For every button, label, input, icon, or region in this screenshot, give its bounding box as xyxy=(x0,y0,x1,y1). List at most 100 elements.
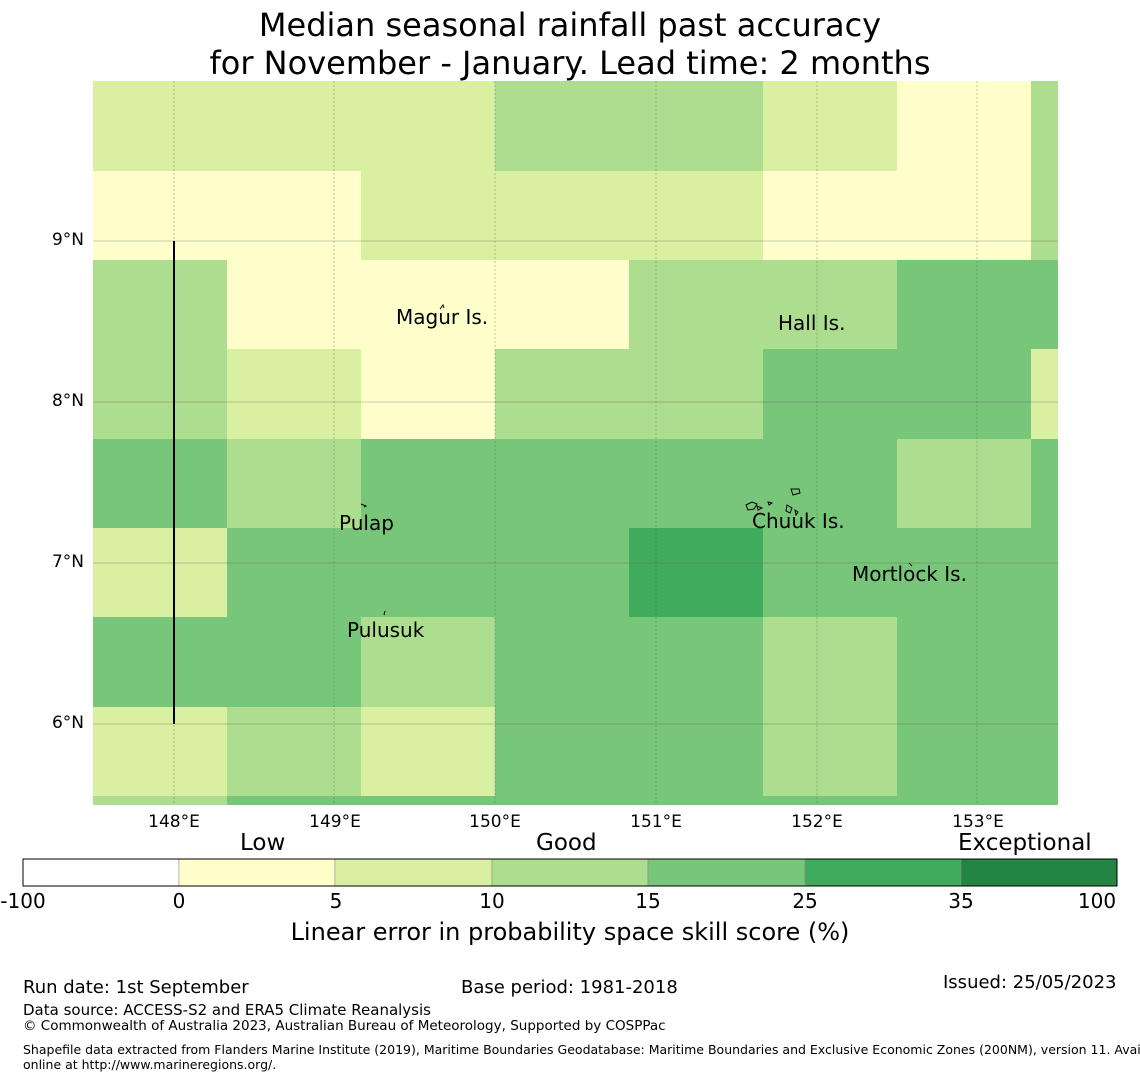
grid-cell xyxy=(1031,171,1058,260)
colorbar-tick: 10 xyxy=(479,889,505,913)
grid-cell xyxy=(495,349,629,439)
base-period: Base period: 1981-2018 xyxy=(461,977,678,998)
grid-cell xyxy=(361,81,495,171)
grid-cell xyxy=(495,528,629,617)
grid-cell xyxy=(763,349,897,439)
chuuk-island-outline-2 xyxy=(756,505,764,511)
place-label-pulusuk: Pulusuk xyxy=(347,618,425,642)
lon-label-150e: 150°E xyxy=(469,812,521,832)
grid-cell xyxy=(227,528,361,617)
grid-cell xyxy=(93,796,227,805)
chuuk-island-outline xyxy=(745,501,758,511)
grid-cell xyxy=(1031,349,1058,439)
grid-cell xyxy=(629,439,763,528)
grid-cell xyxy=(93,617,227,707)
data-source: Data source: ACCESS-S2 and ERA5 Climate … xyxy=(23,1001,431,1019)
grid-cell xyxy=(495,796,629,805)
copyright: © Commonwealth of Australia 2023, Austra… xyxy=(23,1018,666,1034)
grid-cell xyxy=(227,171,361,260)
grid-cell xyxy=(227,617,361,707)
grid-cell xyxy=(763,528,897,617)
grid-cell xyxy=(763,81,897,171)
grid-cell xyxy=(93,707,227,796)
grid-cell xyxy=(361,439,495,528)
grid-cell xyxy=(227,439,361,528)
grid-cell xyxy=(897,707,1031,796)
grid-cell xyxy=(763,617,897,707)
chart-title: Median seasonal rainfall past accuracy f… xyxy=(0,6,1140,82)
place-label-pulap: Pulap xyxy=(339,511,394,535)
colorbar-swatch xyxy=(960,858,1118,887)
grid-cell xyxy=(897,349,1031,439)
shapefile-credit-line-2: online at http://www.marineregions.org/. xyxy=(23,1057,277,1072)
run-date: Run date: 1st September xyxy=(23,977,249,998)
grid-cell xyxy=(227,81,361,171)
title-line-1: Median seasonal rainfall past accuracy xyxy=(258,6,882,44)
grid-cell xyxy=(361,707,495,796)
grid-cell xyxy=(495,171,629,260)
grid-cell xyxy=(361,796,495,805)
grid-cell xyxy=(897,617,1031,707)
grid-cell xyxy=(897,260,1031,349)
colorbar-tick: 100 xyxy=(1077,889,1117,913)
grid-cell xyxy=(93,81,227,171)
grid-cell xyxy=(495,617,629,707)
grid-cell xyxy=(897,81,1031,171)
grid-cell xyxy=(763,707,897,796)
colorbar-tick: 25 xyxy=(792,889,818,913)
grid-cell xyxy=(361,260,495,349)
grid-cells xyxy=(93,81,1058,805)
grid-cell xyxy=(897,439,1031,528)
colorbar xyxy=(22,858,1118,887)
grid-cell xyxy=(629,528,763,617)
grid-cell xyxy=(629,171,763,260)
pulap-island-outline xyxy=(360,503,368,508)
grid-cell xyxy=(93,439,227,528)
colorbar-swatch xyxy=(178,858,336,887)
grid-cell xyxy=(227,796,361,805)
title-line-2: for November - January. Lead time: 2 mon… xyxy=(209,44,931,82)
grid-cell xyxy=(763,171,897,260)
gridlines xyxy=(93,81,1058,805)
colorbar-swatch xyxy=(334,858,493,887)
colorbar-tick: -100 xyxy=(0,889,46,913)
issued-date: Issued: 25/05/2023 xyxy=(943,972,1117,993)
chuuk-island-outline-4 xyxy=(785,504,793,514)
grid-cell xyxy=(361,528,495,617)
grid-cell xyxy=(1031,796,1058,805)
lon-label-151e: 151°E xyxy=(630,812,682,832)
lat-label-8n: 8°N xyxy=(51,391,84,411)
lon-label-148e: 148°E xyxy=(148,812,200,832)
grid-cell xyxy=(361,617,495,707)
colorbar-tick: 0 xyxy=(172,889,186,913)
colorbar-tick: 5 xyxy=(329,889,343,913)
colorbar-swatch xyxy=(804,858,962,887)
lon-label-152e: 152°E xyxy=(791,812,843,832)
lon-label-153e: 153°E xyxy=(952,812,1004,832)
grid-cell xyxy=(227,707,361,796)
lat-label-9n: 9°N xyxy=(51,230,84,250)
colorbar-category-low: Low xyxy=(240,830,286,856)
lat-label-7n: 7°N xyxy=(51,552,84,572)
colorbar-tick: 15 xyxy=(635,889,661,913)
magur-island-outline xyxy=(439,303,445,310)
chuuk-lagoon-outline xyxy=(790,488,801,496)
pulusuk-island-outline xyxy=(383,610,386,616)
colorbar-label: Linear error in probability space skill … xyxy=(290,918,850,946)
grid-cell xyxy=(1031,81,1058,171)
grid-cell xyxy=(629,260,763,349)
grid-cell xyxy=(495,707,629,796)
grid-cell xyxy=(897,796,1031,805)
grid-cell xyxy=(227,260,361,349)
grid-cell xyxy=(361,349,495,439)
colorbar-tick: 35 xyxy=(948,889,974,913)
colorbar-swatch xyxy=(647,858,806,887)
grid-cell xyxy=(629,349,763,439)
place-label-chuuk: Chuuk Is. xyxy=(752,509,845,533)
place-label-magur: Magur Is. xyxy=(396,305,489,329)
grid-cell xyxy=(763,796,897,805)
grid-cell xyxy=(897,171,1031,260)
shapefile-credit-line-1: Shapefile data extracted from Flanders M… xyxy=(23,1042,1140,1057)
chuuk-island-outline-5 xyxy=(794,508,799,517)
grid-cell xyxy=(629,81,763,171)
